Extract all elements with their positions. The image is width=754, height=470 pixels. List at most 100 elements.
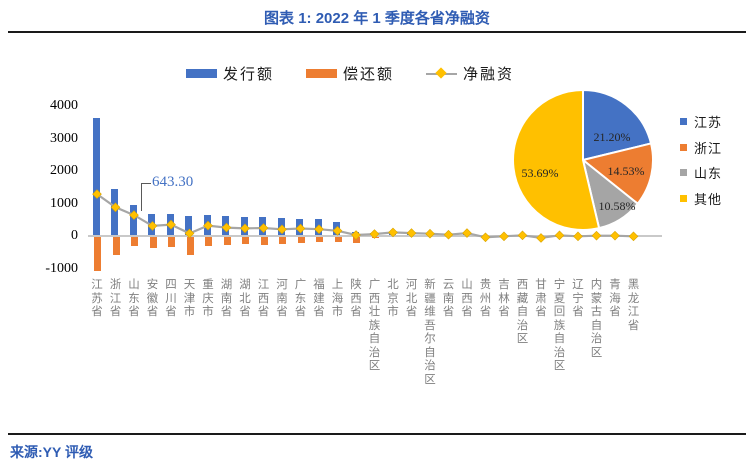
pie-chart: 21.20% 14.53% 10.58% 53.69%: [512, 89, 654, 231]
legend-label-issue: 发行额: [222, 67, 274, 83]
issue-bar: [203, 214, 211, 236]
repay-bar: [353, 236, 360, 243]
repay-bar: [94, 236, 101, 272]
repay-bar: [223, 236, 231, 245]
legend-item-issue: 发行额: [185, 63, 274, 84]
legend-item-net: 净融资: [426, 63, 514, 84]
issue-bar: [148, 213, 155, 236]
combo-chart-legend: 发行额 偿还额 净融资: [0, 63, 700, 84]
repay-bar: [149, 236, 157, 249]
x-axis-label: 江 苏 省: [91, 279, 103, 318]
x-axis-label: 重 庆 市: [202, 279, 214, 318]
diamond-marker-icon: [435, 66, 447, 79]
issue-bar: [111, 188, 118, 236]
pie-legend-swatch: [680, 194, 687, 202]
x-axis-label: 内 蒙 古 自 治 区: [590, 279, 603, 359]
pie-legend-label: 浙江: [694, 140, 723, 156]
x-axis-label: 陕 西 省: [350, 279, 362, 318]
y-axis-tick: 0: [71, 228, 78, 243]
x-axis-label: 宁 夏 回 族 自 治 区: [553, 279, 566, 372]
y-axis-tick: -1000: [45, 260, 78, 276]
issue-bar: [277, 217, 285, 236]
pie-percent-label: 14.53%: [608, 164, 645, 178]
x-axis-label: 云 南 省: [442, 279, 455, 318]
pie-legend-item-其他: 其他: [680, 190, 722, 207]
net-line-swatch: [426, 66, 457, 79]
issue-bar: [240, 216, 248, 236]
pie-percent-label: 21.20%: [594, 130, 631, 144]
repay-bar: [297, 236, 305, 244]
pie-legend-swatch: [680, 143, 687, 151]
pie-slice-浙江: [582, 142, 654, 205]
net-financing-line: [96, 193, 634, 240]
x-axis-label: 贵 州 省: [479, 279, 492, 318]
x-axis-label: 浙 江 省: [109, 279, 122, 318]
x-axis-label: 湖 南 省: [220, 279, 233, 318]
repay-bar: [279, 236, 286, 245]
issue-swatch: [185, 69, 217, 78]
annotation-leader-horizontal: [141, 183, 151, 184]
x-axis-label: 安 徽 省: [146, 279, 159, 318]
source-note: 来源:YY 评级: [10, 444, 93, 460]
issue-bar: [92, 118, 100, 236]
repay-bar: [316, 236, 323, 243]
x-axis-label: 广 东 省: [294, 279, 307, 318]
data-label-annotation: 643.30: [152, 174, 194, 190]
pie-legend-swatch: [680, 118, 687, 125]
x-axis-label: 黑 龙 江 省: [627, 279, 640, 332]
x-axis-label: 福 建 省: [313, 279, 325, 318]
y-axis-tick: 4000: [50, 98, 78, 113]
pie-legend-label: 山东: [694, 166, 723, 181]
pie-legend-swatch: [680, 169, 687, 176]
repay-bar: [131, 236, 138, 247]
issue-bar: [314, 219, 322, 236]
x-axis-label: 广 西 壮 族 自 治 区: [368, 279, 381, 372]
x-axis-label: 辽 宁 省: [572, 279, 584, 318]
repay-swatch: [305, 69, 337, 78]
pie-percent-label: 10.58%: [599, 199, 636, 213]
repay-bar: [168, 236, 175, 248]
pie-slice-山东: [582, 159, 639, 230]
pie-legend-item-山东: 山东: [680, 164, 722, 181]
x-axis-label: 河 南 省: [276, 279, 288, 318]
pie-slice-其他: [512, 89, 601, 231]
x-axis-label: 青 海 省: [609, 279, 621, 318]
x-axis-label: 山 东 省: [128, 279, 140, 318]
y-axis-tick: 3000: [50, 130, 78, 146]
pie-legend-item-江苏: 江苏: [680, 113, 722, 130]
x-axis-label: 西 藏 自 治 区: [516, 279, 529, 345]
annotation-leader-vertical: [141, 183, 142, 211]
repay-bar: [186, 236, 194, 256]
pie-legend-label: 江苏: [694, 115, 723, 130]
x-axis-label: 上 海 市: [331, 279, 344, 318]
x-axis-label: 天 津 市: [183, 279, 196, 318]
issue-bar: [296, 218, 303, 236]
repay-bar: [260, 236, 268, 245]
x-axis-label: 北 京 市: [387, 279, 399, 318]
repay-bar: [112, 236, 120, 255]
x-axis-label: 吉 林 省: [498, 279, 510, 318]
y-axis-tick: 1000: [50, 195, 78, 211]
issue-bar: [185, 215, 192, 236]
bottom-divider: [8, 433, 746, 435]
issue-bar: [222, 216, 229, 236]
x-axis-label: 河 北 省: [405, 279, 418, 318]
legend-item-repay: 偿还额: [305, 63, 394, 84]
pie-percent-label: 53.69%: [522, 166, 559, 180]
repay-bar: [242, 236, 249, 245]
x-axis-label: 江 西 省: [257, 279, 270, 318]
x-axis-label: 新 疆 维 吾 尔 自 治 区: [424, 279, 436, 386]
top-divider: [8, 31, 746, 33]
issue-bar: [129, 205, 137, 236]
x-axis-label: 四 川 省: [165, 279, 177, 318]
x-axis-label: 山 西 省: [461, 279, 473, 318]
pie-legend: 江苏浙江山东其他: [680, 113, 722, 215]
legend-label-net: 净融资: [463, 67, 515, 83]
x-axis-label: 湖 北 省: [239, 279, 251, 318]
issue-bar: [166, 213, 174, 236]
repay-bar: [205, 236, 212, 246]
legend-label-repay: 偿还额: [342, 67, 394, 83]
x-axis-label: 甘 肃 省: [535, 279, 547, 318]
issue-bar: [333, 221, 340, 236]
